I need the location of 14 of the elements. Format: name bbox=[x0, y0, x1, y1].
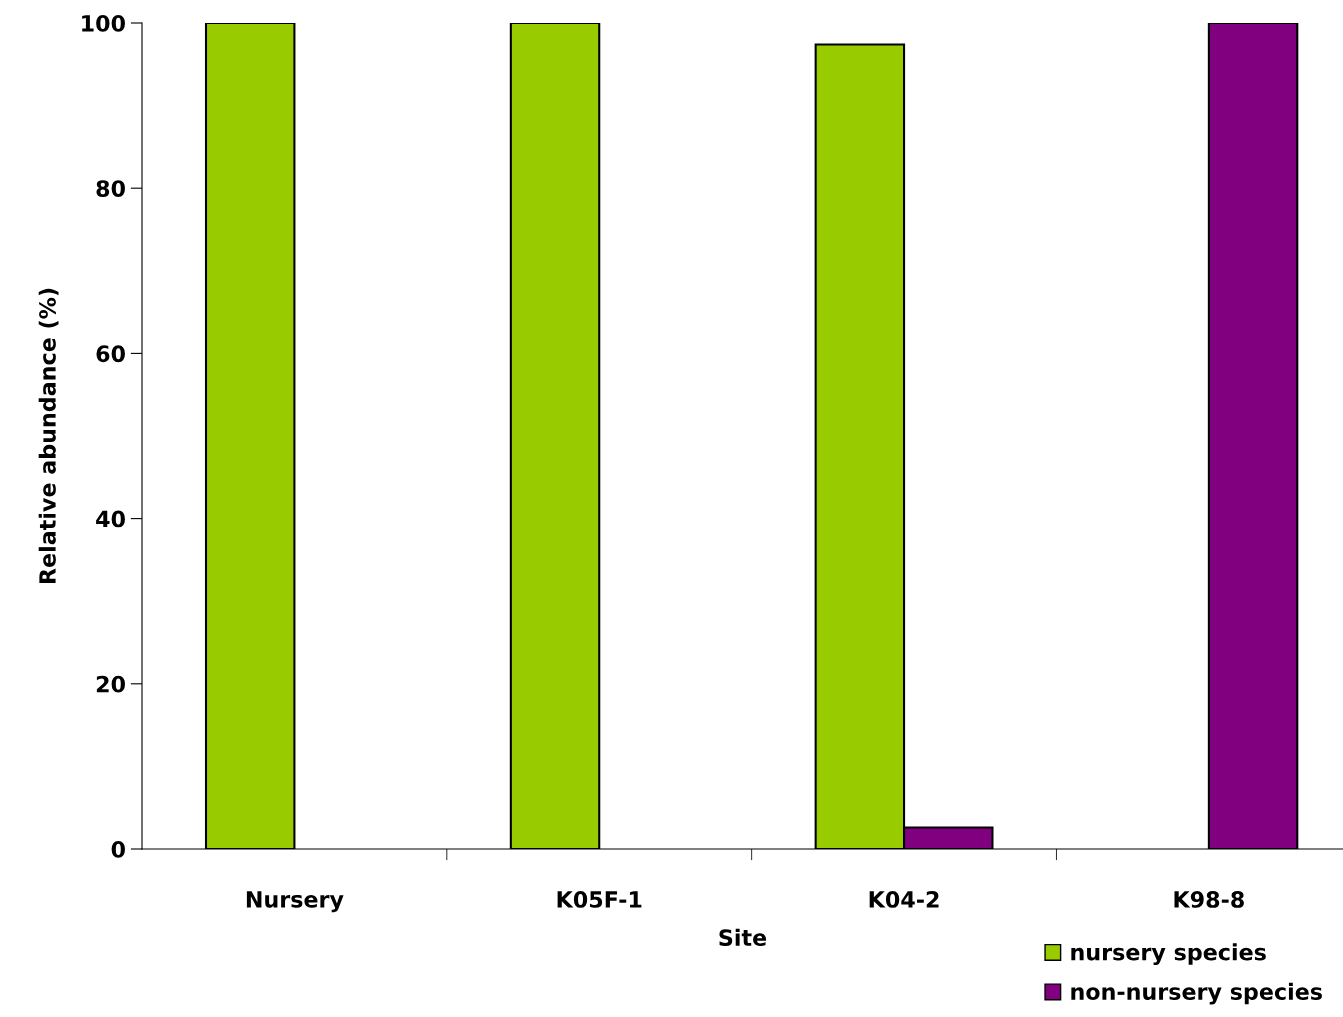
y-axis-title: Relative abundance (%) bbox=[38, 288, 59, 584]
x-axis-title: Site bbox=[719, 928, 767, 947]
y-tick-label: 80 bbox=[96, 180, 125, 197]
x-tick-label: K98-8 bbox=[1174, 891, 1244, 908]
legend-label: nursery species bbox=[1071, 943, 1266, 966]
x-tick-label: Nursery bbox=[246, 891, 344, 913]
y-tick-label: 0 bbox=[111, 840, 125, 858]
y-tick-label: 20 bbox=[96, 675, 125, 693]
y-tick-label: 100 bbox=[82, 14, 125, 32]
legend-label: non-nursery species bbox=[1071, 982, 1322, 1005]
y-tick-label: 40 bbox=[96, 510, 125, 528]
y-tick-label: 60 bbox=[96, 345, 125, 363]
x-tick-label: K05F-1 bbox=[557, 891, 642, 908]
x-tick-label: K04-2 bbox=[869, 891, 939, 908]
